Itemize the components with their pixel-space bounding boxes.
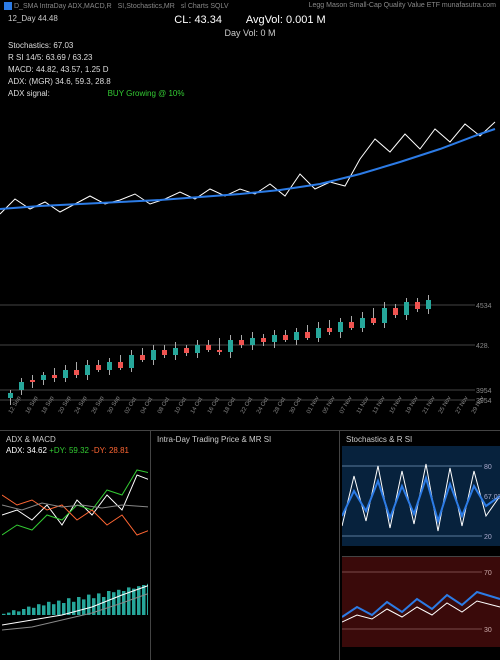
info-block: Stochastics: 67.03 R SI 14/5: 63.69 / 63…	[8, 40, 185, 100]
date-axis: 12 Sep16 Sep18 Sep20 Sep24 Sep26 Sep30 S…	[0, 412, 500, 426]
intra-title: Intra-Day Trading Price & MR SI	[157, 435, 337, 444]
adx-macd-panel: ADX & MACD ADX: 34.62 +DY: 59.32 -DY: 28…	[0, 430, 150, 660]
svg-text:4534: 4534	[476, 303, 492, 310]
legend-2: sl Charts SQLV	[181, 3, 229, 10]
stoch-title: Stochastics & R SI	[346, 435, 498, 444]
header-legend: D_SMA IntraDay ADX,MACD,R SI,Stochastics…	[4, 2, 496, 10]
info-stochastics: Stochastics: 67.03	[8, 40, 185, 52]
bottom-panels: ADX & MACD ADX: 34.62 +DY: 59.32 -DY: 28…	[0, 430, 500, 660]
candlestick-chart: 4534428.39543954	[0, 290, 500, 410]
title-cl: CL: 43.34	[174, 14, 222, 26]
main-title: CL: 43.34 AvgVol: 0.001 M	[0, 14, 500, 26]
svg-text:67.03: 67.03	[484, 494, 500, 501]
svg-text:80: 80	[484, 464, 492, 471]
header-right: Legg Mason Small-Cap Quality Value ETF m…	[309, 2, 496, 10]
info-adx-signal-label: ADX signal:	[8, 89, 50, 98]
subtitle: Day Vol: 0 M	[0, 28, 500, 38]
legend-1: SI,Stochastics,MR	[118, 3, 175, 10]
main-price-chart	[0, 104, 500, 254]
stochastics-panel: Stochastics & R SI 80 67.03 20 70 30	[340, 430, 500, 660]
intraday-panel: Intra-Day Trading Price & MR SI	[150, 430, 340, 660]
title-avgvol: AvgVol: 0.001 M	[246, 14, 326, 26]
info-rsi: R SI 14/5: 63.69 / 63.23	[8, 52, 185, 64]
svg-text:20: 20	[484, 534, 492, 541]
adx-title: ADX & MACD	[6, 435, 148, 444]
svg-text:428.: 428.	[476, 343, 490, 350]
svg-text:30: 30	[484, 627, 492, 634]
info-macd: MACD: 44.82, 43.57, 1.25 D	[8, 64, 185, 76]
info-adx-signal-value: BUY Growing @ 10%	[108, 89, 185, 98]
svg-text:3954: 3954	[476, 388, 492, 395]
info-adx: ADX: (MGR) 34.6, 59.3, 28.8	[8, 76, 185, 88]
adx-subtitle: ADX: 34.62 +DY: 59.32 -DY: 28.81	[6, 446, 148, 455]
svg-text:70: 70	[484, 570, 492, 577]
legend-0: D_SMA IntraDay ADX,MACD,R	[14, 3, 112, 10]
